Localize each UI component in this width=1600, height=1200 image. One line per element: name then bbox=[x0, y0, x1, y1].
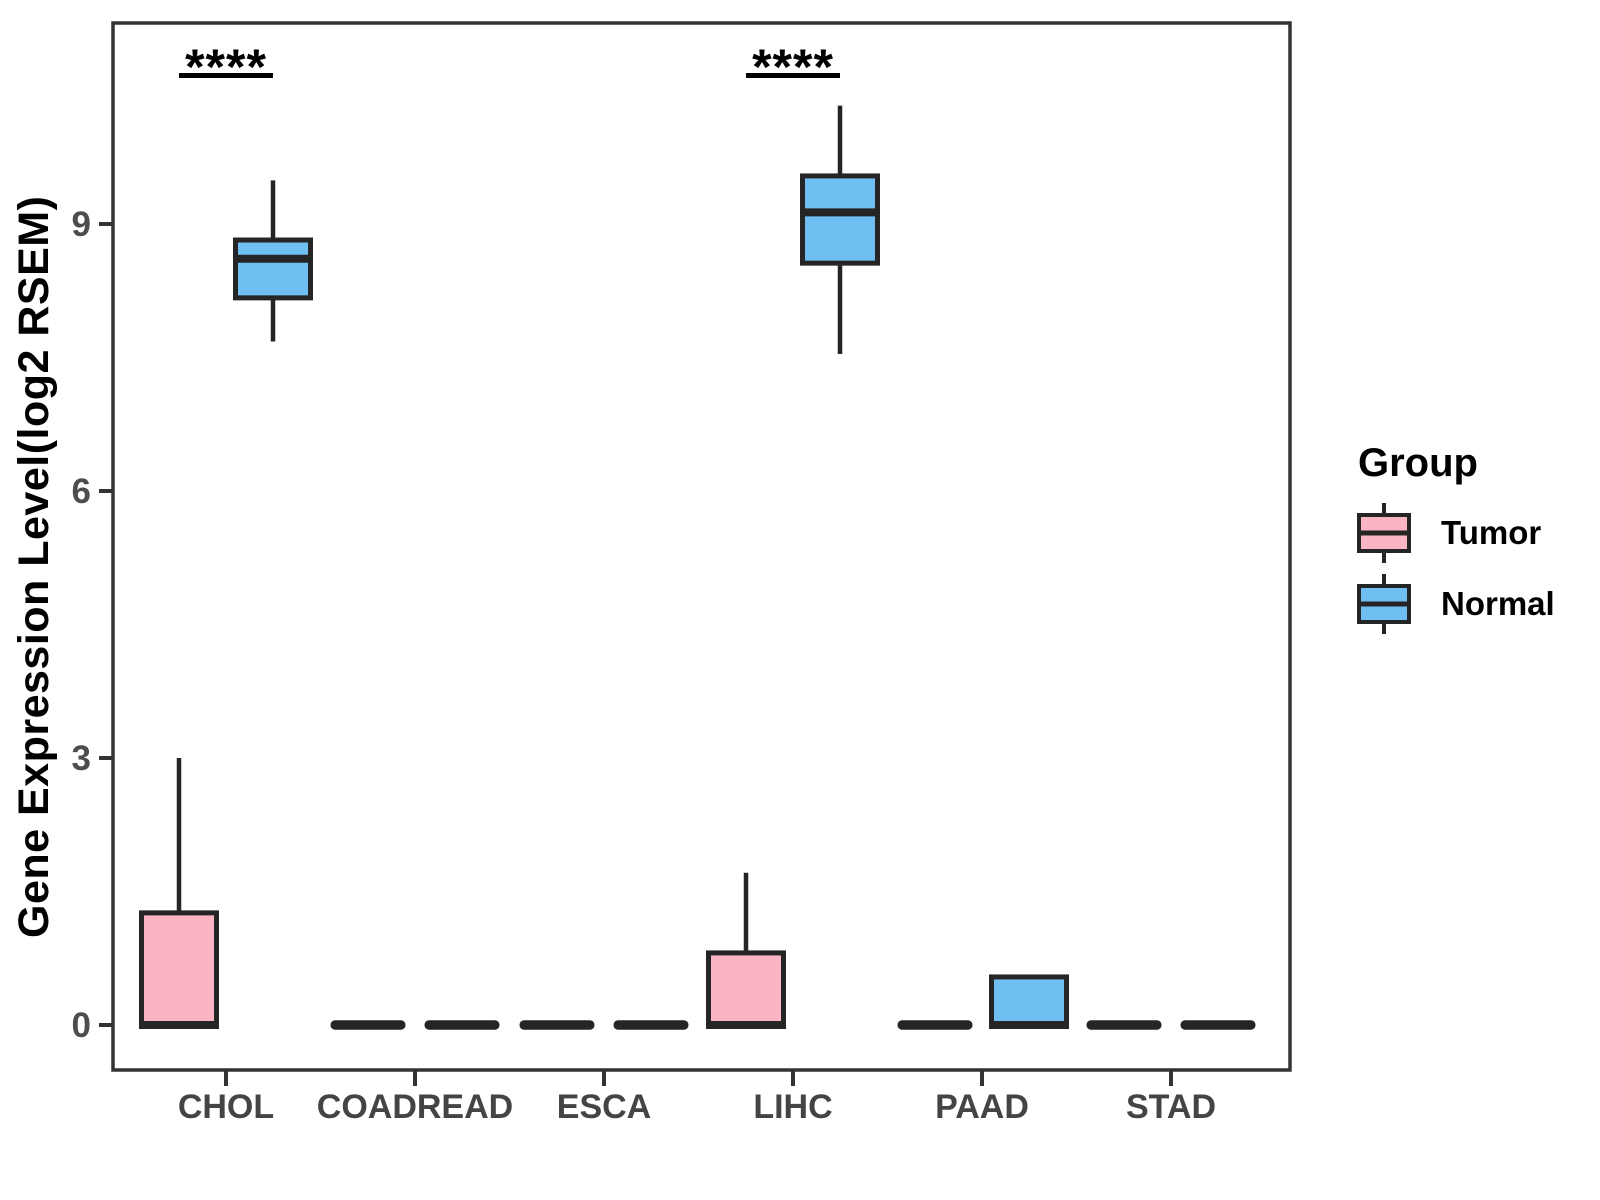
legend-label-tumor: Tumor bbox=[1441, 514, 1542, 551]
boxplot-esca-tumor-collapsed bbox=[519, 1020, 595, 1030]
boxplot-chol-normal-box bbox=[233, 237, 313, 301]
boxplot-coadread-normal-collapsed bbox=[424, 1020, 500, 1030]
x-tick-label-esca: ESCA bbox=[557, 1088, 651, 1126]
x-tick-label-chol: CHOL bbox=[178, 1088, 274, 1126]
y-tick-label-9: 9 bbox=[72, 205, 91, 244]
boxplot-stad-tumor-collapsed bbox=[1086, 1020, 1162, 1030]
y-axis-title: Gene Expression Level(log2 RSEM) bbox=[10, 195, 58, 938]
y-tick-label-6: 6 bbox=[72, 472, 91, 511]
x-tick-label-lihc: LIHC bbox=[753, 1088, 832, 1126]
boxplot-lihc-normal-box bbox=[800, 173, 880, 266]
legend-item-normal: Normal bbox=[1355, 572, 1555, 636]
legend-label-normal: Normal bbox=[1441, 585, 1555, 622]
boxplot-glyph-icon bbox=[1357, 503, 1411, 563]
boxplot-lihc-tumor-box bbox=[706, 950, 786, 1028]
legend-title: Group bbox=[1358, 441, 1478, 485]
y-tick-label-0: 0 bbox=[72, 1006, 91, 1045]
boxplot-stad-normal-collapsed bbox=[1180, 1020, 1256, 1030]
boxplot-coadread-tumor-collapsed bbox=[330, 1020, 406, 1030]
x-tick-label-stad: STAD bbox=[1126, 1088, 1216, 1126]
boxplot-chol-tumor-box bbox=[139, 910, 219, 1028]
boxplot-paad-normal-box bbox=[989, 974, 1069, 1028]
legend: Group Tumor Normal bbox=[1355, 441, 1555, 643]
boxplot-esca-normal-collapsed bbox=[613, 1020, 689, 1030]
significance-stars-lihc: **** bbox=[752, 39, 834, 95]
x-tick-label-paad: PAAD bbox=[935, 1088, 1029, 1126]
y-tick-label-3: 3 bbox=[72, 739, 91, 778]
boxplot-glyph-icon bbox=[1357, 574, 1411, 634]
panel-border bbox=[111, 21, 1292, 1072]
x-tick-label-coadread: COADREAD bbox=[317, 1088, 513, 1126]
legend-item-tumor: Tumor bbox=[1355, 501, 1555, 565]
boxplot-paad-tumor-collapsed bbox=[897, 1020, 973, 1030]
significance-stars-chol: **** bbox=[185, 39, 267, 95]
